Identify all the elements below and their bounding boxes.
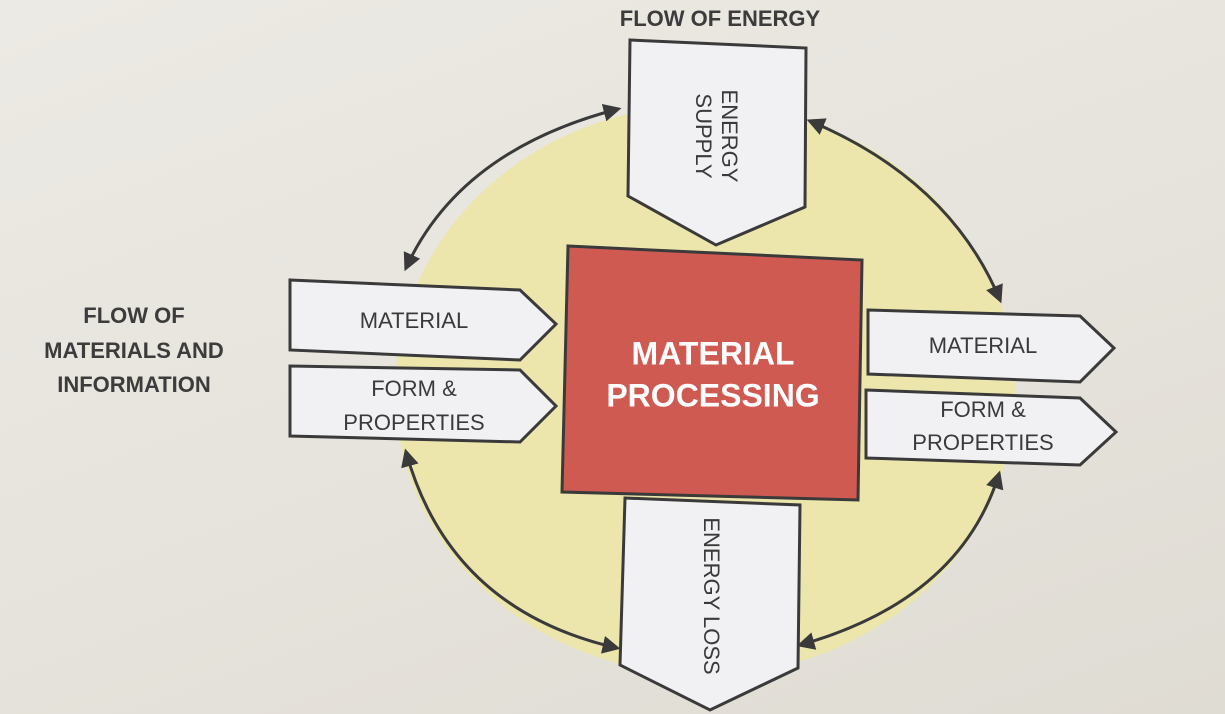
input-form-label-line1: FORM & xyxy=(371,376,457,401)
curved-arrow-top-left xyxy=(403,103,622,272)
energy-supply-label-line1: ENERGY xyxy=(717,90,742,183)
output-form-properties-arrow xyxy=(864,388,1119,467)
curved-arrow-top-right xyxy=(806,118,1003,304)
output-material-arrow xyxy=(866,308,1117,384)
flow-of-energy-heading: FLOW OF ENERGY xyxy=(620,6,821,31)
flow-of-materials-heading-line3: INFORMATION xyxy=(57,372,211,397)
energy-loss-label: ENERGY LOSS xyxy=(699,517,724,674)
curved-arrow-bottom-left xyxy=(401,448,621,654)
material-processing-box xyxy=(560,244,864,502)
input-form-properties-arrow xyxy=(288,364,559,444)
energy-supply-arrow xyxy=(626,38,808,247)
energy-loss-arrow xyxy=(618,496,802,712)
input-form-label-line2: PROPERTIES xyxy=(343,410,484,435)
curved-arrow-bottom-right xyxy=(796,470,1004,650)
core-label-line1: MATERIAL xyxy=(632,335,795,371)
energy-supply-label-line2: SUPPLY xyxy=(691,93,716,179)
output-form-label-line2: PROPERTIES xyxy=(912,430,1053,455)
flow-of-materials-heading-line2: MATERIALS AND xyxy=(44,338,224,363)
output-form-label-line1: FORM & xyxy=(940,397,1026,422)
input-material-label: MATERIAL xyxy=(360,308,468,333)
input-material-arrow xyxy=(288,278,559,362)
output-material-label: MATERIAL xyxy=(929,333,1037,358)
core-label-line2: PROCESSING xyxy=(606,377,819,413)
flow-of-materials-heading-line1: FLOW OF xyxy=(83,303,184,328)
